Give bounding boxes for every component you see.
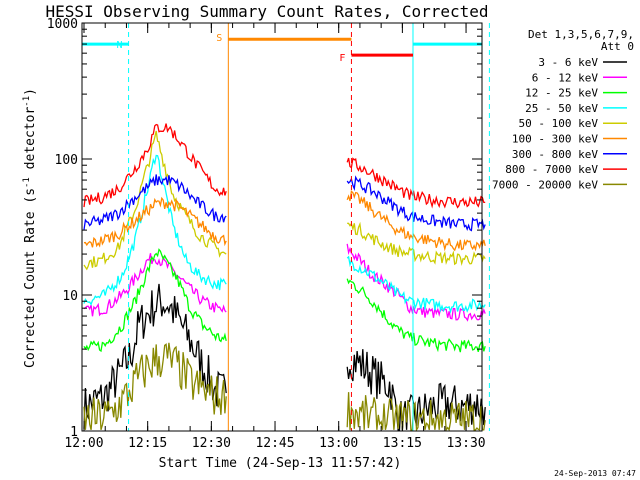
- x-tick-label: 13:00: [319, 436, 358, 451]
- x-tick-label: 12:45: [255, 436, 294, 451]
- x-axis-label: Start Time (24-Sep-13 11:57:42): [159, 456, 402, 471]
- y-tick-label: 1000: [47, 17, 78, 32]
- y-axis-label-mid: detector: [23, 107, 38, 178]
- footer-timestamp: 24-Sep-2013 07:47: [554, 469, 636, 478]
- legend-label-3: 25 - 50 keV: [525, 102, 598, 115]
- legend-label-5: 100 - 300 keV: [512, 133, 598, 146]
- series-line-4-seg-0: [83, 130, 227, 271]
- y-axis-label: Corrected Count Rate (s-1 detector-1): [22, 88, 38, 368]
- x-tick-label: 13:15: [383, 436, 422, 451]
- legend-header-2: Att 0: [601, 40, 634, 53]
- legend-label-4: 50 - 100 keV: [519, 117, 599, 130]
- state-label-S: S: [216, 33, 222, 44]
- legend-label-7: 800 - 7000 keV: [505, 163, 598, 176]
- series-line-7-seg-1: [346, 157, 486, 209]
- series-line-8-seg-0: [83, 342, 227, 430]
- y-tick-label: 100: [55, 153, 78, 168]
- legend-header-1: Det 1,3,5,6,7,9,: [528, 28, 634, 41]
- series-line-6-seg-0: [83, 174, 227, 230]
- x-tick-label: 12:15: [128, 436, 167, 451]
- series-line-6-seg-1: [346, 175, 486, 232]
- x-axis-ticks: 12:00 12:15 12:30 12:45 13:00 13:15 13:30: [64, 23, 486, 451]
- series-line-5-seg-0: [83, 196, 227, 248]
- data-lines: [83, 123, 486, 432]
- y-tick-label: 10: [62, 289, 78, 304]
- x-tick-label: 13:30: [446, 436, 485, 451]
- series-line-8-seg-1: [346, 392, 486, 432]
- series-line-7-seg-0: [83, 123, 227, 208]
- legend-label-2: 12 - 25 keV: [525, 87, 598, 100]
- x-tick-label: 12:00: [64, 436, 103, 451]
- y-axis-label-sup1: -1: [22, 177, 32, 188]
- y-axis-ticks: 1 10 100 1000: [47, 17, 482, 440]
- y-axis-label-main: Corrected Count Rate (s: [23, 188, 38, 368]
- series-line-1-seg-0: [83, 253, 227, 317]
- plot-frame: [81, 22, 483, 432]
- y-axis-label-sup2: -1: [22, 96, 32, 107]
- legend-label-6: 300 - 800 keV: [512, 148, 598, 161]
- series-line-2-seg-1: [346, 278, 486, 353]
- legend: Det 1,3,5,6,7,9, Att 0 3 - 6 keV 6 - 12 k…: [492, 28, 634, 191]
- legend-label-8: 7000 - 20000 keV: [492, 178, 598, 191]
- legend-label-1: 6 - 12 keV: [532, 71, 599, 84]
- state-label-N: N: [117, 40, 123, 51]
- series-line-3-seg-1: [346, 255, 486, 314]
- state-bars: N S F: [82, 23, 490, 431]
- series-line-2-seg-0: [83, 248, 227, 353]
- x-tick-label: 12:30: [192, 436, 231, 451]
- series-line-4-seg-1: [347, 221, 486, 266]
- y-tick-label: 1: [70, 425, 78, 440]
- state-label-F: F: [339, 53, 345, 64]
- legend-label-0: 3 - 6 keV: [538, 56, 598, 69]
- series-line-5-seg-1: [346, 189, 486, 252]
- chart-title: HESSI Observing Summary Count Rates, Cor…: [45, 2, 488, 21]
- y-axis-label-end: ): [23, 88, 38, 96]
- series-line-3-seg-0: [83, 154, 227, 306]
